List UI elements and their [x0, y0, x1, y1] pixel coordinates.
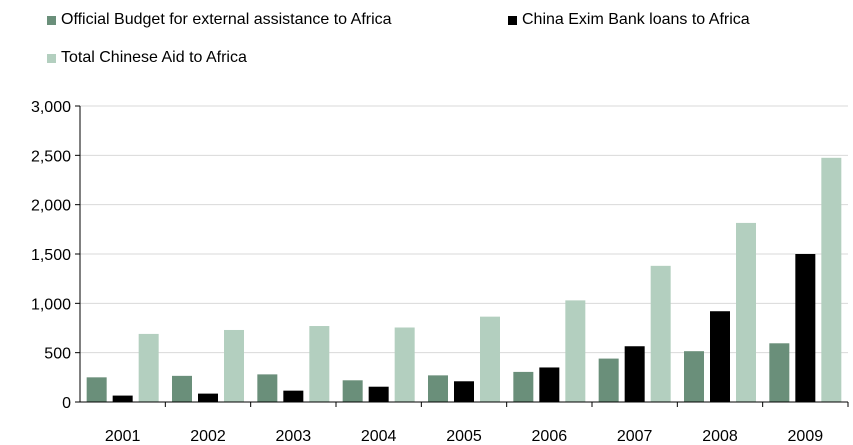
legend-label-exim-loans: China Exim Bank loans to Africa — [522, 11, 750, 28]
bar-series-1 — [172, 375, 192, 402]
x-tick-labels: 2001 2002 2003 2004 2005 2006 2007 2008 2009 — [105, 428, 823, 445]
bar-series-1 — [684, 351, 704, 402]
bar-series-2 — [795, 254, 816, 402]
legend-swatch-total-aid — [47, 53, 56, 63]
legend-item-total-aid: Total Chinese Aid to Africa — [47, 49, 247, 67]
bar-series-3 — [736, 222, 756, 402]
bar-series-2 — [539, 367, 560, 402]
y-tick-labels: 0 500 1,000 1,500 2,000 2,500 3,000 — [31, 99, 71, 412]
bar-series-2 — [198, 393, 218, 402]
bar-series-2 — [283, 390, 304, 402]
bar-series-2 — [454, 381, 474, 402]
bar-series-2 — [710, 311, 730, 402]
y-tick-label: 2,000 — [31, 198, 71, 215]
bar-series-3 — [480, 316, 500, 402]
y-tick-label: 3,000 — [31, 99, 71, 116]
bars — [86, 157, 842, 402]
y-tick-label: 500 — [44, 346, 71, 363]
bar-series-1 — [513, 371, 534, 402]
y-tick-label: 1,500 — [31, 247, 71, 264]
gridlines — [80, 105, 848, 354]
bar-series-1 — [769, 343, 790, 402]
legend-swatch-official-budget — [47, 15, 56, 25]
bar-series-3 — [394, 327, 415, 402]
axes — [75, 105, 849, 407]
y-tick-label: 2,500 — [31, 148, 71, 165]
bar-series-1 — [257, 374, 278, 402]
legend-swatch-exim-loans — [508, 15, 517, 25]
x-tick-label: 2008 — [702, 428, 738, 445]
x-tick-label: 2004 — [361, 428, 397, 445]
chart-legend: Official Budget for external assistance … — [0, 0, 853, 80]
bar-series-3 — [309, 326, 330, 402]
bar-series-1 — [86, 377, 107, 402]
legend-label-total-aid: Total Chinese Aid to Africa — [61, 49, 247, 66]
x-tick-label: 2003 — [276, 428, 312, 445]
bar-series-3 — [821, 157, 842, 402]
x-tick-label: 2007 — [617, 428, 653, 445]
legend-item-official-budget: Official Budget for external assistance … — [47, 11, 392, 29]
x-tick-label: 2006 — [532, 428, 568, 445]
bar-series-2 — [112, 395, 133, 402]
bar-series-3 — [650, 265, 671, 402]
bar-series-2 — [368, 386, 389, 402]
bar-series-3 — [138, 333, 159, 402]
x-tick-label: 2009 — [788, 428, 824, 445]
bar-series-3 — [565, 300, 586, 402]
y-tick-label: 1,000 — [31, 296, 71, 313]
bar-series-2 — [624, 346, 645, 402]
bar-series-1 — [598, 358, 619, 402]
legend-label-official-budget: Official Budget for external assistance … — [61, 11, 392, 28]
bar-series-1 — [428, 375, 448, 402]
bar-series-1 — [342, 380, 363, 402]
x-tick-label: 2002 — [190, 428, 226, 445]
y-tick-label: 0 — [62, 395, 71, 412]
x-tick-label: 2005 — [446, 428, 482, 445]
legend-item-exim-loans: China Exim Bank loans to Africa — [508, 11, 750, 29]
bar-series-3 — [224, 329, 244, 402]
x-tick-label: 2001 — [105, 428, 141, 445]
